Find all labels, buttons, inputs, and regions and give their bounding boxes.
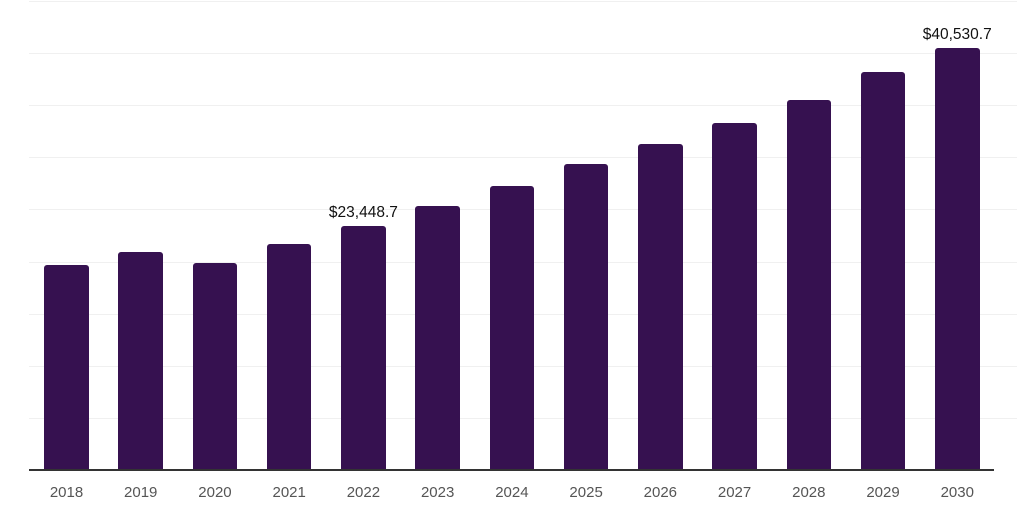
x-tick-2024: 2024 xyxy=(495,484,529,501)
bar-2030 xyxy=(935,47,980,470)
bar-2028 xyxy=(786,100,832,470)
value-label-2022: $23,448.7 xyxy=(328,203,398,221)
x-tick-2029: 2029 xyxy=(866,484,900,501)
x-tick-2028: 2028 xyxy=(792,484,826,501)
x-axis-line xyxy=(29,469,994,471)
x-tick-2022: 2022 xyxy=(346,484,381,501)
bar-2024 xyxy=(489,186,535,470)
x-tick-2019: 2019 xyxy=(124,484,158,501)
bar-2022 xyxy=(341,225,386,470)
bar-2025 xyxy=(563,163,609,470)
x-tick-2030: 2030 xyxy=(940,484,974,501)
bar-2023 xyxy=(415,206,460,470)
bar-2026 xyxy=(638,143,683,470)
gridline-40000 xyxy=(29,53,1017,55)
bar-2018 xyxy=(44,264,89,470)
x-tick-2020: 2020 xyxy=(198,484,232,501)
x-tick-2018: 2018 xyxy=(49,484,84,501)
x-tick-2026: 2026 xyxy=(643,484,678,501)
bar-2021 xyxy=(266,243,312,470)
value-label-2030: $40,530.7 xyxy=(922,25,992,43)
x-tick-2025: 2025 xyxy=(569,484,603,501)
bar-2029 xyxy=(860,72,906,470)
x-tick-2021: 2021 xyxy=(272,484,306,501)
x-tick-2027: 2027 xyxy=(717,484,752,501)
x-tick-2023: 2023 xyxy=(420,484,455,501)
bar-2019 xyxy=(118,252,163,470)
bar-2020 xyxy=(192,262,238,470)
gridline-45000 xyxy=(29,1,1017,2)
bar-2027 xyxy=(712,123,757,470)
